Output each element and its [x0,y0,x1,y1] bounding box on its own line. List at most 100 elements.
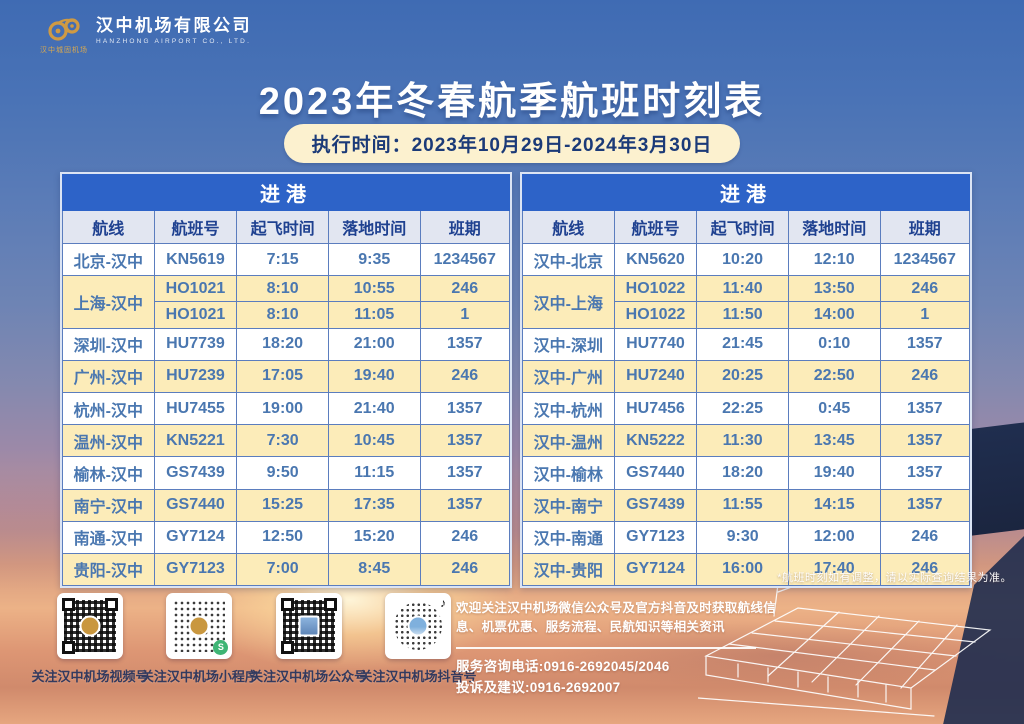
flight-row: 贵阳-汉中 GY7123 7:00 8:45 246 [62,552,511,587]
flight-number-cell: GS7440 [153,488,238,522]
days-cell: 246 [879,359,971,393]
departure-time-cell: 17:05 [236,359,329,393]
table-heading: 进港 [522,174,970,211]
official-account-qr-icon [275,593,342,659]
service-phone: 服务咨询电话:0916-2692045/2046 [456,658,670,674]
table-heading: 进港 [62,174,510,211]
landing-time-cell: 9:35 [327,242,421,277]
flight-row: 北京-汉中 KN5619 7:15 9:35 1234567 [62,242,511,277]
days-cell: 246 [419,520,511,554]
days-cell: 1 [419,301,511,329]
landing-time-cell: 14:00 [787,301,881,329]
departure-time-cell: 16:00 [696,552,789,587]
landing-time-cell: 19:40 [787,456,881,490]
route-cell: 汉中-榆林 [522,456,615,490]
mini-program-qr-icon: S [166,593,233,659]
flight-number-cell: HU7240 [613,359,698,393]
landing-time-cell: 14:15 [787,488,881,522]
column-header: 落地时间 [787,210,881,244]
days-cell: 1357 [879,391,971,426]
days-cell: 1357 [879,456,971,490]
departures-table-wrapper: 进港 航线 航班号 起飞时间 落地时间 班期 汉中-北京 KN5620 10:20 12:10… [520,172,972,589]
departure-time-cell: 9:50 [236,456,329,490]
departure-time-cell: 7:30 [236,424,329,458]
flight-row: 汉中-上海 HO1022 11:40 13:50 246 [522,275,971,329]
flight-number-cell: GY7124 [153,520,238,554]
contact-block: 欢迎关注汉中机场微信公众号及官方抖音及时获取航线信息、机票优惠、服务流程、民航知… [456,599,778,699]
flight-number-cell: GS7439 [153,456,238,490]
landing-time-cell: 19:40 [327,359,421,393]
qr-code-row: 关注汉中机场视频号 S 关注汉中机场小程序 关注汉中机场公众号 ♪ [32,593,477,685]
landing-time-cell: 13:45 [787,424,881,458]
days-cell: 1357 [879,424,971,458]
logo-seal-text: 汉中城固机场 [40,47,88,54]
flight-row: 汉中-杭州 HU7456 22:25 0:45 1357 [522,391,971,426]
days-cell: 1357 [879,488,971,522]
route-cell: 深圳-汉中 [62,327,155,361]
column-header: 落地时间 [327,210,421,244]
departure-time-cell: 8:10 [236,301,329,329]
landing-time-cell: 22:50 [787,359,881,393]
flight-number-cell: KN5619 [153,242,238,277]
douyin-qr-icon: ♪ [384,593,451,659]
departure-time-cell: 9:30 [696,520,789,554]
flight-number-cell: HU7456 [613,391,698,426]
route-cell: 北京-汉中 [62,242,155,277]
route-cell: 温州-汉中 [62,424,155,458]
flight-number-cell: HU7740 [613,327,698,361]
divider [456,646,756,649]
flight-number-cell: GY7124 [613,552,698,587]
days-cell: 1357 [419,488,511,522]
departure-time-cell: 21:45 [696,327,789,361]
landing-time-cell: 8:45 [327,552,421,587]
days-cell: 1357 [419,327,511,361]
flight-number-cell: GS7440 [613,456,698,490]
landing-time-cell: 11:15 [327,456,421,490]
departure-time-cell: 8:10 [236,275,329,303]
column-header-row: 航线 航班号 起飞时间 落地时间 班期 [62,210,511,244]
landing-time-cell: 21:00 [327,327,421,361]
flight-number-cell: GS7439 [613,488,698,522]
qr-label: 关注汉中机场小程序 [140,669,258,684]
route-cell: 汉中-上海 [522,275,615,329]
page-title: 2023年冬春航季航班时刻表 [258,81,766,123]
music-note-icon: ♪ [439,596,446,610]
qr-item-wechat: 关注汉中机场公众号 [250,593,367,685]
flight-row: 汉中-广州 HU7240 20:25 22:50 246 [522,359,971,393]
departure-time-cell: 11:50 [696,301,789,329]
flight-row: 南通-汉中 GY7124 12:50 15:20 246 [62,520,511,554]
departure-time-cell: 7:15 [236,242,329,277]
qr-label: 关注汉中机场公众号 [250,669,368,684]
departure-time-cell: 11:30 [696,424,789,458]
flight-number-cell: HO1021 [153,275,238,303]
qr-label: 关注汉中机场抖音号 [359,669,477,684]
column-header: 航班号 [153,210,238,244]
flight-number-cell: HO1022 [613,301,698,329]
days-cell: 1357 [419,391,511,426]
flight-number-cell: HO1022 [613,275,698,303]
column-header: 航线 [522,210,615,244]
company-name-cn: 汉中机场有限公司 [96,16,252,35]
column-header: 航线 [62,210,155,244]
departure-time-cell: 12:50 [236,520,329,554]
route-cell: 汉中-南通 [522,520,615,554]
days-cell: 246 [419,552,511,587]
flight-row: 汉中-南通 GY7123 9:30 12:00 246 [522,520,971,554]
validity-badge: 执行时间：2023年10月29日-2024年3月30日 [283,124,741,163]
flight-row: 汉中-贵阳 GY7124 16:00 17:40 246 [522,552,971,587]
flight-row: 广州-汉中 HU7239 17:05 19:40 246 [62,359,511,393]
qr-label: 关注汉中机场视频号 [31,669,149,684]
landing-time-cell: 10:45 [327,424,421,458]
schedule-disclaimer: *航班时刻如有调整，请以实际查询结果为准。 [777,572,1012,584]
flight-number-cell: KN5222 [613,424,698,458]
column-header: 起飞时间 [696,210,789,244]
departure-time-cell: 7:00 [236,552,329,587]
mini-program-badge-icon: S [213,640,229,655]
days-cell: 246 [879,520,971,554]
landing-time-cell: 13:50 [787,275,881,303]
qr-item-douyin: ♪ 关注汉中机场抖音号 [359,593,477,685]
departure-time-cell: 18:20 [236,327,329,361]
route-cell: 上海-汉中 [62,275,155,329]
follow-us-blurb: 欢迎关注汉中机场微信公众号及官方抖音及时获取航线信息、机票优惠、服务流程、民航知… [456,601,777,635]
landing-time-cell: 17:35 [327,488,421,522]
